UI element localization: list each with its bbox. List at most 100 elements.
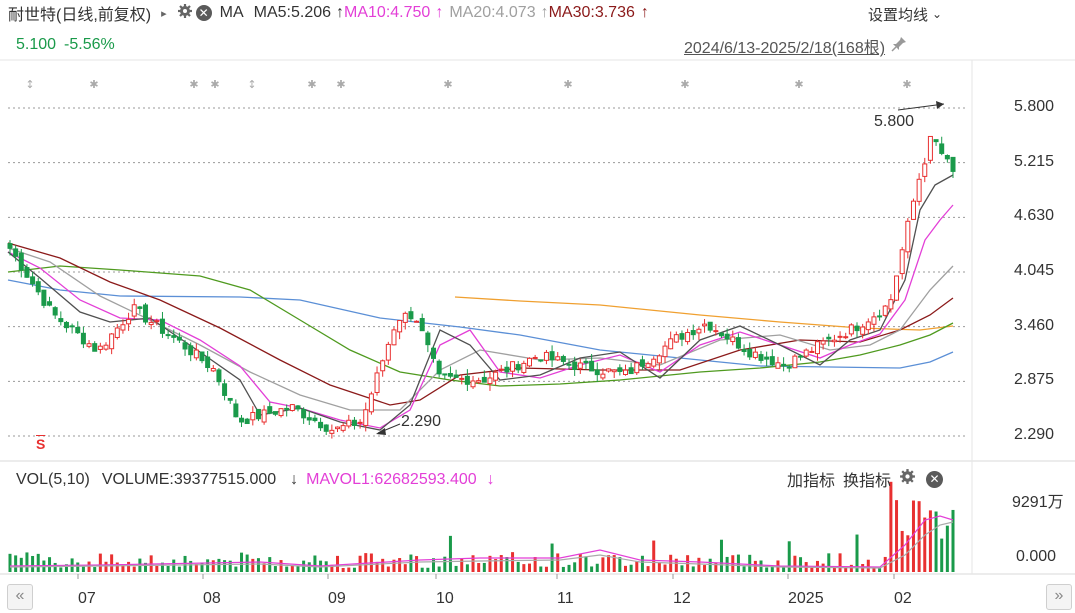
candle-body [611,369,617,373]
indicator-gear-icon[interactable] [899,468,916,490]
candle-body [600,373,606,379]
pin-icon[interactable] [891,36,907,57]
volume-bar [471,555,475,572]
candle-body [222,383,228,396]
volume-bar [618,557,622,572]
scroll-left-button[interactable]: « [7,584,33,610]
candle-body [532,356,538,359]
volume-bar [98,553,102,572]
last-price: 5.100 [16,36,57,53]
candle-body [826,336,832,340]
volume-bar [262,563,266,572]
candle-body [803,349,809,357]
volume-bar [635,561,639,572]
ma10-up-icon: ↑ [435,4,444,21]
ma10-value: MA10:4.750 [344,4,431,21]
volume-bar [623,565,627,572]
volume-bar [923,517,927,572]
candle-body [871,316,877,325]
volume-bar [8,553,12,572]
volume-bar [200,562,204,572]
volume-bar [657,562,661,572]
volume-bar [256,558,260,572]
ma-label: MA [219,4,244,21]
candle-body [227,397,233,401]
low-price-label: 2.290 [401,413,442,430]
candle-body [329,429,335,434]
candle-body [594,369,600,376]
ma-settings-button[interactable]: 设置均线 ⌄ [868,3,942,25]
candle-body [758,354,764,361]
candle-body [589,360,595,372]
close-ma-icon[interactable]: ✕ [195,5,212,21]
volume-bar [742,566,746,572]
mavol1-line [9,515,954,568]
volume-bar [928,510,932,572]
volume-bar [844,566,848,572]
candle-body [205,356,211,369]
ma20-up-icon: ↑ [540,4,549,21]
scroll-right-button[interactable]: » [1046,584,1072,610]
volume-bar [674,558,678,572]
expand-arrow-icon[interactable]: ▸ [161,7,167,20]
ma120-line [454,296,954,331]
volume-bar [347,567,351,572]
candle-body [894,275,900,301]
price-axis-label: 2.875 [1014,371,1055,389]
candle-body [685,332,691,343]
volume-bar [748,554,752,572]
gear-icon[interactable] [177,3,193,24]
volume-bar [110,554,114,572]
time-axis-label: 11 [557,590,574,607]
candle-body [566,363,572,366]
volume-bar [465,564,469,572]
candle-body [515,364,521,371]
candle-body [86,343,92,347]
candle-body [662,345,668,358]
candle-body [346,419,352,427]
volume-bar [166,566,170,572]
candle-body [656,355,662,364]
volume-bar [601,557,605,572]
mavol1-down-icon: ↓ [486,471,495,488]
candle-body [18,252,24,271]
candle-body [351,419,357,426]
candle-body [131,304,137,317]
candle-body [606,368,612,372]
ma-settings-label: 设置均线 [868,6,929,24]
date-range-info: 2024/6/13-2025/2/18(168根) [684,35,907,57]
volume-bar [883,556,887,572]
volume-bar [607,555,611,572]
candle-body [284,407,290,410]
volume-bar [663,564,667,572]
volume-bar [121,564,125,572]
candle-body [436,360,442,375]
volume-bar [838,553,842,572]
volume-bar [93,567,97,572]
candle-body [713,330,719,333]
candle-body [747,348,753,358]
signal-marker[interactable]: S [36,436,46,452]
candle-body [944,155,950,160]
candle-body [464,375,470,385]
volume-bar [330,564,334,572]
volume-bar [228,560,232,572]
close-indicator-icon[interactable]: ✕ [926,470,944,488]
volume-bar [494,559,498,572]
candle-body [154,320,160,323]
volume-bar [827,553,831,572]
volume-bar [516,561,520,572]
candle-body [453,374,459,378]
volume-bar [64,564,68,572]
candle-body [775,362,781,369]
ma20-line [7,247,954,411]
volume-bar [719,539,723,572]
candle-body [798,355,804,358]
volume-bar [189,560,193,572]
switch-indicator-button[interactable]: 换指标 [843,473,892,490]
candle-body [171,335,177,338]
add-indicator-button[interactable]: 加指标 [787,473,836,490]
candle-body [75,326,81,334]
volume-bar [132,566,136,572]
